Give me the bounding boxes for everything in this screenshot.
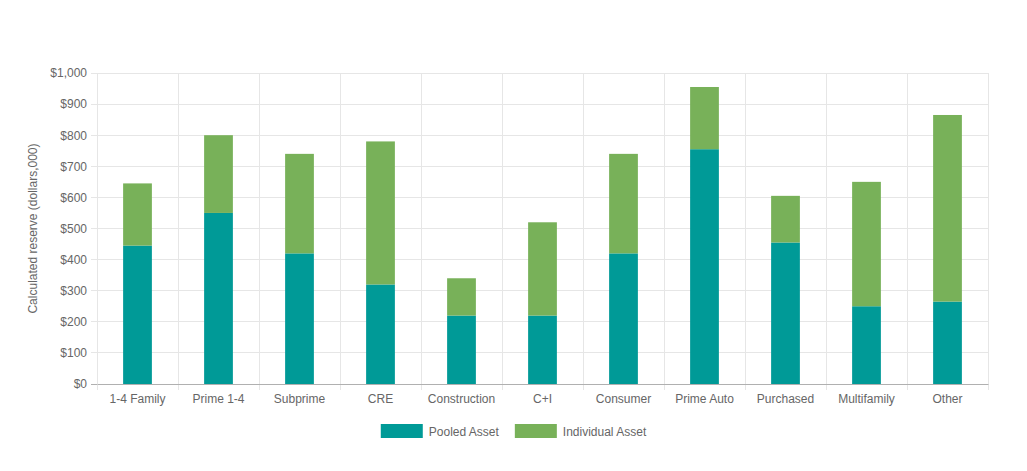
- bar: [285, 253, 314, 384]
- y-axis-title: Calculated reserve (dollars,000): [26, 143, 40, 313]
- bar: [528, 222, 557, 315]
- bar: [771, 242, 800, 384]
- bar: [204, 213, 233, 384]
- x-tick: 1-4 Family: [109, 384, 165, 406]
- grid: [91, 73, 988, 390]
- y-tick: $100: [60, 346, 97, 360]
- bar: [690, 149, 719, 384]
- y-tick: $300: [60, 284, 97, 298]
- chart: $0 $100 $200 $300 $400 $500 $600 $700 $800 $900 $1…: [0, 0, 1027, 471]
- bar: [690, 87, 719, 149]
- legend-item: Pooled Asset: [381, 424, 500, 439]
- bar: [528, 316, 557, 384]
- x-grid-line: [259, 73, 260, 390]
- x-grid-line: [421, 73, 422, 390]
- x-tick: C+I: [533, 384, 552, 406]
- y-tick-label: $300: [60, 284, 87, 298]
- x-tick-label: Subprime: [274, 392, 326, 406]
- series: [123, 87, 962, 316]
- bars: [123, 87, 962, 384]
- x-tick: CRE: [368, 384, 393, 406]
- y-grid-line: [91, 104, 988, 105]
- y-tick-label: $800: [60, 129, 87, 143]
- series: [123, 149, 962, 384]
- y-tick: $500: [60, 222, 97, 236]
- x-grid-line: [745, 73, 746, 390]
- bar: [204, 135, 233, 213]
- x-grid-line: [583, 73, 584, 390]
- bar: [609, 154, 638, 254]
- y-tick-label: $900: [60, 97, 87, 111]
- bar: [447, 316, 476, 384]
- y-tick-label: $0: [74, 377, 88, 391]
- bar: [771, 196, 800, 243]
- x-tick: Multifamily: [838, 384, 895, 406]
- x-grid-line: [826, 73, 827, 390]
- x-tick-label: Prime Auto: [675, 392, 734, 406]
- x-tick: Consumer: [596, 384, 651, 406]
- y-grid-line: [91, 73, 988, 74]
- x-tick: Prime Auto: [675, 384, 734, 406]
- bar: [609, 253, 638, 384]
- x-tick-label: Multifamily: [838, 392, 895, 406]
- y-tick: $200: [60, 315, 97, 329]
- x-grid-line: [502, 73, 503, 390]
- x-tick-label: Purchased: [757, 392, 814, 406]
- bar: [852, 182, 881, 306]
- y-tick-label: $400: [60, 253, 87, 267]
- x-tick-label: C+I: [533, 392, 552, 406]
- x-tick: Construction: [428, 384, 495, 406]
- x-tick: Subprime: [274, 384, 326, 406]
- y-tick: $800: [60, 129, 97, 143]
- y-tick-label: $500: [60, 222, 87, 236]
- y-axis: $0 $100 $200 $300 $400 $500 $600 $700 $800 $900 $1…: [50, 66, 97, 391]
- x-tick-label: Other: [932, 392, 962, 406]
- y-tick: $600: [60, 191, 97, 205]
- y-tick: $0: [74, 377, 97, 391]
- y-tick-label: $100: [60, 346, 87, 360]
- x-grid-line: [97, 73, 98, 390]
- bar: [123, 246, 152, 384]
- x-grid-line: [178, 73, 179, 390]
- y-tick-label: $700: [60, 160, 87, 174]
- legend-label: Pooled Asset: [429, 425, 500, 439]
- y-axis-line: [97, 74, 98, 385]
- legend-swatch: [381, 424, 423, 438]
- y-tick-label: $200: [60, 315, 87, 329]
- y-tick: $1,000: [50, 66, 97, 80]
- bar: [366, 284, 395, 384]
- bar: [933, 302, 962, 384]
- bar: [852, 306, 881, 384]
- y-tick-label: $1,000: [50, 66, 87, 80]
- x-tick: Other: [932, 384, 962, 406]
- x-axis-line: [98, 384, 989, 385]
- x-axis: 1-4 Family Prime 1-4 Subprime CRE Constructi…: [98, 384, 989, 406]
- y-tick: $700: [60, 160, 97, 174]
- bar: [933, 115, 962, 302]
- y-tick: $900: [60, 97, 97, 111]
- x-tick-label: Prime 1-4: [192, 392, 244, 406]
- legend: Pooled Asset Individual Asset: [381, 424, 647, 439]
- bar: [366, 141, 395, 284]
- x-tick-label: Construction: [428, 392, 495, 406]
- x-grid-line: [664, 73, 665, 390]
- bar: [285, 154, 314, 254]
- y-tick: $400: [60, 253, 97, 267]
- x-tick-label: CRE: [368, 392, 393, 406]
- x-grid-line: [907, 73, 908, 390]
- legend-item: Individual Asset: [515, 424, 647, 439]
- bar: [447, 278, 476, 315]
- bar: [123, 183, 152, 245]
- x-grid-line: [988, 73, 989, 390]
- legend-label: Individual Asset: [563, 425, 647, 439]
- x-grid-line: [340, 73, 341, 390]
- x-tick-label: Consumer: [596, 392, 651, 406]
- x-tick: Purchased: [757, 384, 814, 406]
- x-tick-label: 1-4 Family: [109, 392, 165, 406]
- legend-swatch: [515, 424, 557, 438]
- x-tick: Prime 1-4: [192, 384, 244, 406]
- y-tick-label: $600: [60, 191, 87, 205]
